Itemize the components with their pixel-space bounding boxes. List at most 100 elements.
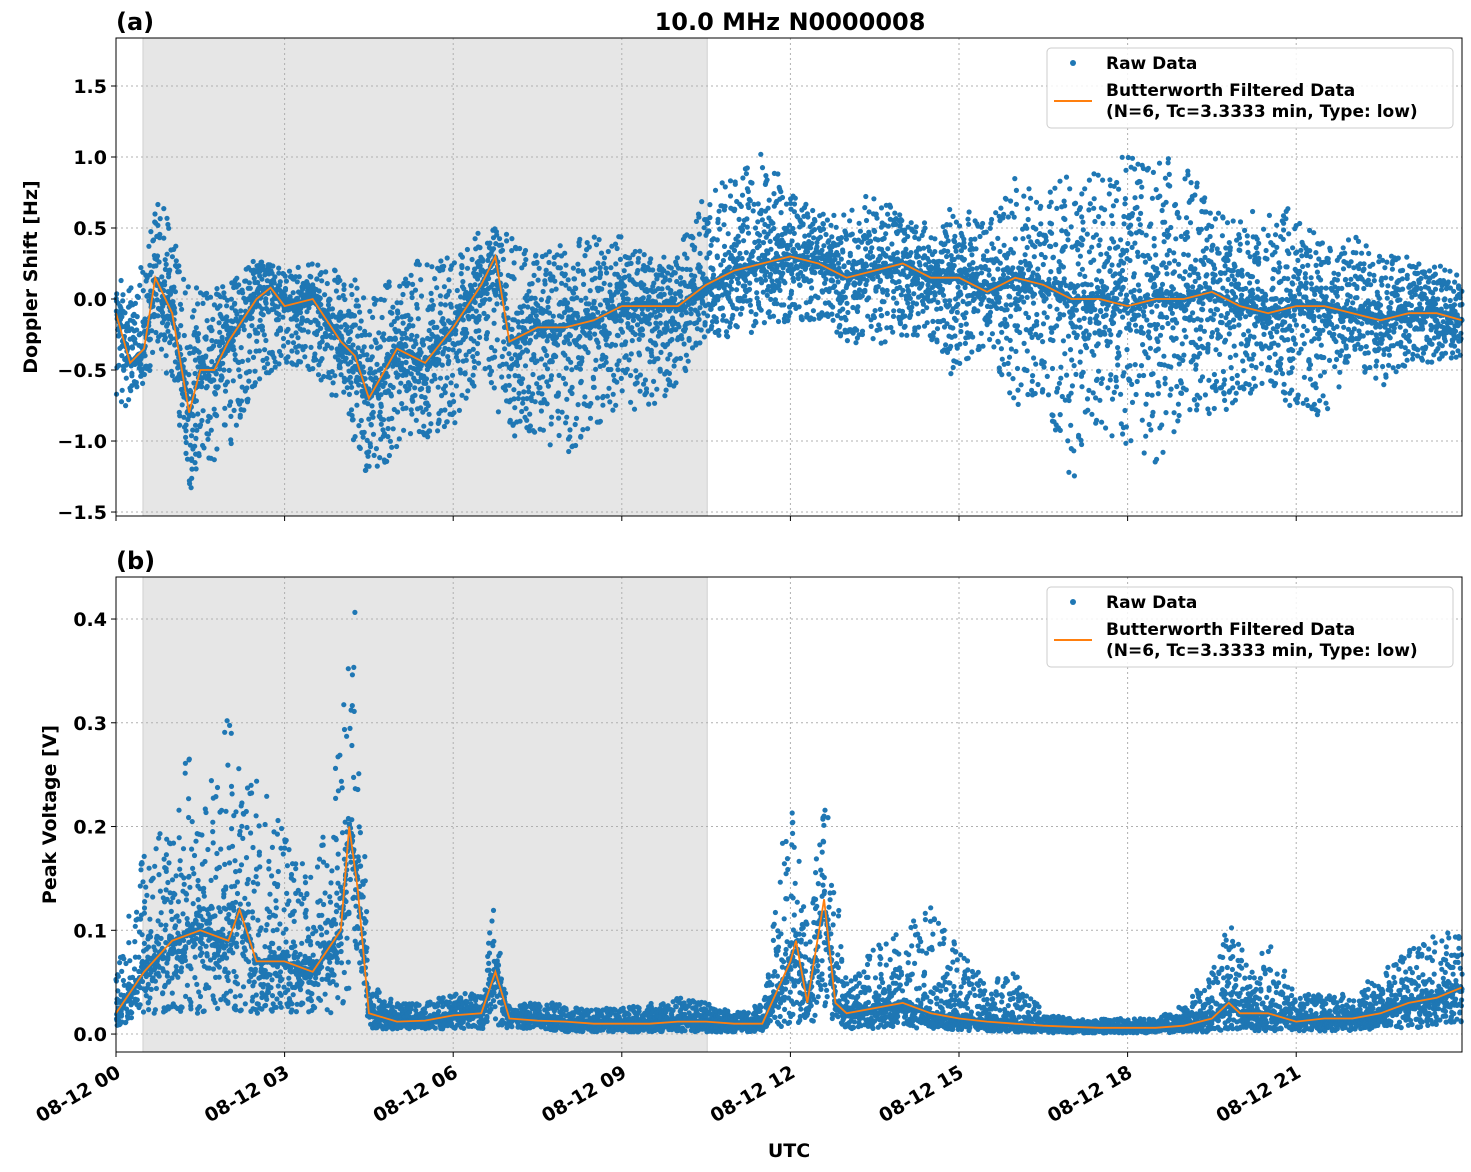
raw-point bbox=[344, 324, 350, 330]
raw-point bbox=[640, 332, 646, 338]
raw-point bbox=[779, 194, 786, 201]
raw-point bbox=[323, 269, 329, 275]
raw-point bbox=[591, 298, 597, 304]
raw-point bbox=[875, 284, 881, 290]
raw-point bbox=[557, 265, 564, 271]
raw-point bbox=[740, 227, 746, 233]
raw-point bbox=[531, 352, 537, 358]
raw-point bbox=[499, 353, 505, 360]
raw-point bbox=[721, 243, 728, 249]
raw-point bbox=[739, 255, 745, 262]
raw-point bbox=[444, 419, 450, 425]
raw-point bbox=[948, 371, 954, 377]
raw-point bbox=[254, 338, 260, 344]
raw-point bbox=[616, 358, 622, 364]
raw-point bbox=[364, 352, 370, 358]
raw-point bbox=[448, 380, 454, 386]
raw-point bbox=[594, 395, 601, 401]
raw-point bbox=[188, 433, 195, 439]
raw-point bbox=[358, 417, 364, 424]
raw-point bbox=[643, 386, 650, 392]
raw-point bbox=[206, 372, 212, 379]
raw-point bbox=[484, 290, 490, 297]
raw-point bbox=[520, 376, 526, 382]
raw-point bbox=[373, 446, 379, 452]
raw-point bbox=[532, 295, 538, 301]
raw-point bbox=[905, 233, 911, 240]
raw-point bbox=[735, 233, 741, 239]
raw-point bbox=[859, 331, 866, 338]
raw-point bbox=[792, 195, 798, 201]
raw-point bbox=[123, 403, 129, 409]
raw-point bbox=[201, 362, 207, 369]
raw-point bbox=[183, 439, 189, 446]
raw-point bbox=[567, 427, 573, 433]
raw-point bbox=[497, 236, 503, 242]
raw-point bbox=[557, 243, 563, 249]
raw-point bbox=[556, 415, 562, 421]
raw-point bbox=[446, 277, 452, 283]
raw-point bbox=[668, 265, 674, 271]
raw-point bbox=[239, 384, 245, 390]
raw-point bbox=[357, 445, 363, 451]
raw-point bbox=[705, 220, 711, 226]
raw-point bbox=[319, 278, 325, 284]
raw-point bbox=[618, 234, 624, 240]
raw-point bbox=[750, 248, 756, 254]
raw-point bbox=[570, 290, 577, 296]
raw-point bbox=[791, 230, 797, 236]
raw-point bbox=[950, 364, 956, 371]
raw-point bbox=[281, 343, 287, 349]
raw-point bbox=[247, 285, 253, 291]
raw-point bbox=[290, 290, 296, 296]
raw-point bbox=[200, 300, 206, 306]
raw-point bbox=[931, 330, 937, 336]
raw-point bbox=[371, 452, 377, 458]
raw-point bbox=[207, 294, 214, 300]
raw-point bbox=[795, 275, 801, 282]
raw-point bbox=[519, 309, 525, 315]
raw-point bbox=[746, 204, 752, 211]
raw-point bbox=[828, 222, 834, 228]
raw-point bbox=[430, 319, 436, 325]
raw-point bbox=[150, 237, 157, 243]
raw-point bbox=[295, 264, 301, 270]
raw-point bbox=[156, 259, 162, 265]
raw-point bbox=[157, 231, 163, 237]
raw-point bbox=[603, 359, 609, 365]
raw-point bbox=[739, 305, 745, 311]
raw-point bbox=[717, 226, 723, 232]
raw-point bbox=[776, 280, 782, 286]
raw-point bbox=[514, 362, 521, 368]
raw-point bbox=[626, 357, 632, 363]
raw-point bbox=[465, 388, 471, 394]
raw-point bbox=[870, 254, 876, 260]
raw-point bbox=[530, 371, 536, 378]
raw-point bbox=[564, 414, 570, 420]
raw-point bbox=[204, 318, 210, 324]
raw-point bbox=[655, 356, 661, 362]
raw-point bbox=[471, 383, 477, 389]
raw-point bbox=[378, 421, 384, 427]
raw-point bbox=[845, 309, 851, 316]
raw-point bbox=[189, 475, 195, 481]
raw-point bbox=[812, 270, 818, 276]
raw-point bbox=[157, 216, 163, 222]
raw-point bbox=[128, 388, 134, 394]
raw-point bbox=[486, 275, 492, 282]
raw-point bbox=[844, 338, 851, 344]
raw-point bbox=[400, 320, 406, 326]
raw-point bbox=[663, 387, 669, 393]
raw-point bbox=[484, 330, 490, 336]
raw-point bbox=[768, 246, 774, 252]
raw-point bbox=[475, 341, 481, 347]
raw-point bbox=[470, 372, 476, 378]
raw-point bbox=[396, 389, 402, 395]
raw-point bbox=[550, 313, 556, 319]
raw-point bbox=[290, 340, 297, 346]
raw-point bbox=[232, 352, 238, 358]
raw-point bbox=[746, 286, 753, 292]
raw-point bbox=[360, 434, 366, 440]
raw-point bbox=[190, 427, 196, 433]
raw-point bbox=[615, 367, 621, 373]
